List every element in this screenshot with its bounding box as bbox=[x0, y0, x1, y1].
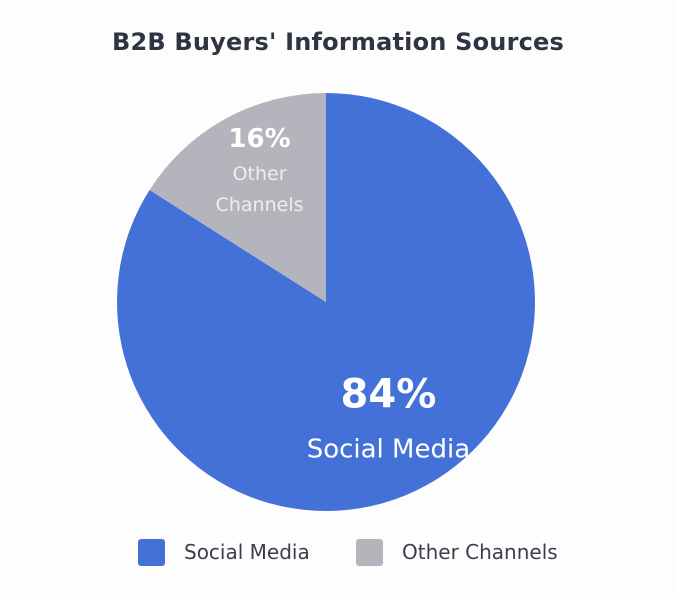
chart-legend: Social Media Other Channels bbox=[0, 535, 676, 569]
legend-label-social-media: Social Media bbox=[184, 540, 310, 564]
chart-title: B2B Buyers' Information Sources bbox=[111, 28, 565, 56]
legend-swatch-other-channels bbox=[356, 538, 383, 566]
pie-chart-plot: 84% Social Media 16% Other Channels bbox=[117, 93, 535, 511]
pie-slice-percent-social-media: 84% bbox=[341, 372, 437, 418]
legend-item-social-media: Social Media bbox=[138, 535, 310, 569]
legend-label-other-channels: Other Channels bbox=[402, 540, 558, 564]
legend-swatch-social-media bbox=[138, 538, 165, 566]
pie-slice-percent-other-channels: 16% bbox=[228, 124, 290, 154]
pie-slice-label-other-channels-line-2: Channels bbox=[216, 194, 304, 216]
pie-slice-label-other-channels-line-1: Other bbox=[233, 163, 287, 185]
pie-slice-other-channels bbox=[149, 93, 326, 302]
pie-slice-label-social-media: Social Media bbox=[307, 435, 470, 465]
legend-item-other-channels: Other Channels bbox=[356, 535, 558, 569]
